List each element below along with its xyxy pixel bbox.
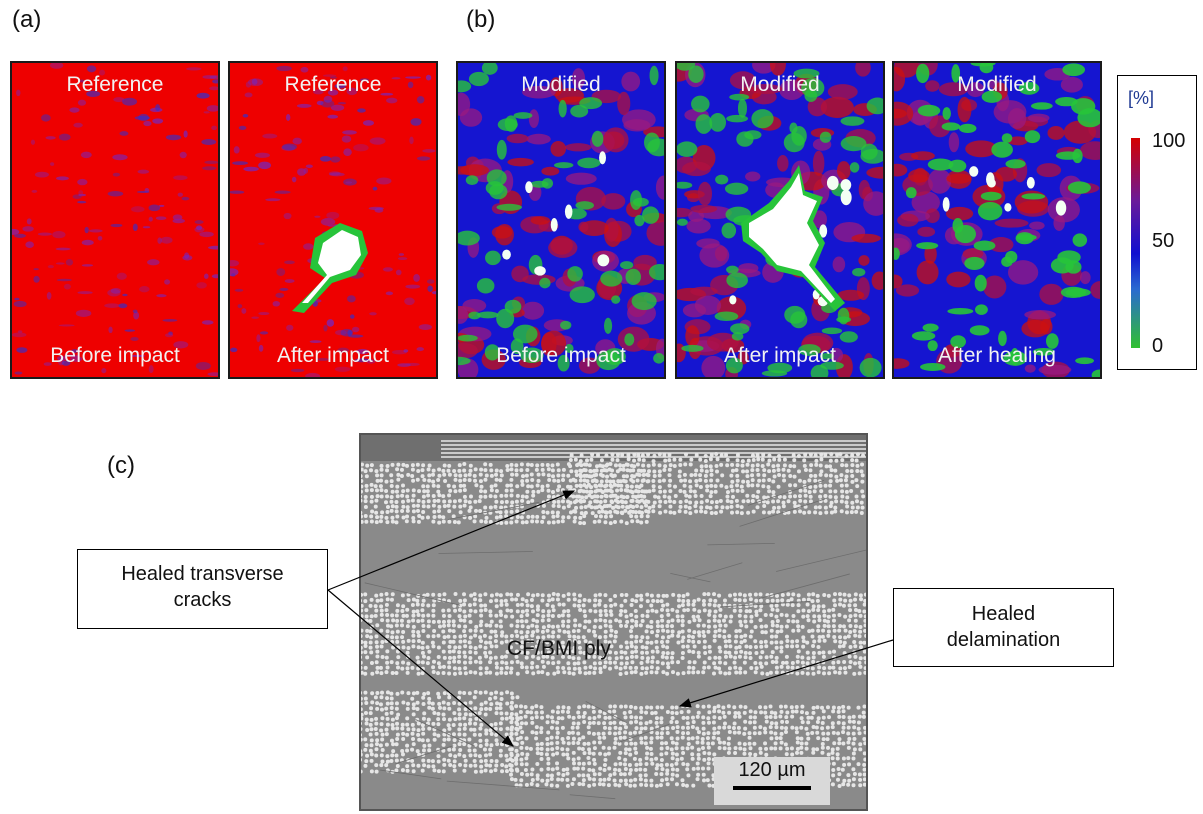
scan-top-label: Modified — [957, 73, 1037, 96]
scan-bottom-label: Before impact — [50, 344, 180, 367]
arrow-transverse-lower — [327, 589, 514, 747]
arrow-delamination — [678, 639, 894, 708]
legend-tick-mid: 50 — [1152, 230, 1175, 252]
legend-tick-low: 0 — [1152, 335, 1164, 357]
legend-tick-high: 100 — [1152, 130, 1186, 152]
scan-bottom-label: After healing — [938, 344, 1056, 367]
micrograph-image: CF/BMI ply 120 µm — [359, 433, 868, 811]
legend-gradient-bar — [1131, 138, 1140, 348]
panel-label-c: (c) — [107, 452, 135, 479]
ply-label: CF/BMI ply — [507, 637, 611, 660]
scan-bottom-label: After impact — [276, 344, 390, 367]
scale-bar — [733, 786, 811, 790]
callout-transverse-cracks: Healed transverse cracks — [77, 549, 328, 629]
cscan-image — [12, 63, 218, 377]
panel-label-a: (a) — [12, 6, 42, 33]
legend-unit: [%] — [1128, 88, 1155, 108]
cscan-image — [230, 63, 436, 377]
micrograph-texture — [361, 435, 866, 809]
scan-bottom-label: Before impact — [496, 344, 626, 367]
cscan-reference-before: Reference Before impact — [10, 61, 220, 379]
scan-top-label: Reference — [284, 73, 382, 96]
cscan-modified-after: Modified After impact — [675, 61, 885, 379]
scan-top-label: Modified — [740, 73, 820, 96]
cscan-modified-before: Modified Before impact — [456, 61, 666, 379]
cscan-modified-healed: Modified After healing — [892, 61, 1102, 379]
color-scale-legend: [%] 100 50 0 — [1117, 75, 1197, 370]
scale-bar-label: 120 µm — [738, 759, 806, 781]
callout-delamination: Healed delamination — [893, 588, 1114, 667]
panel-label-b: (b) — [466, 6, 496, 33]
scan-top-label: Modified — [521, 73, 601, 96]
cscan-image — [458, 63, 664, 377]
arrow-transverse-upper — [327, 490, 576, 591]
cscan-reference-after: Reference After impact — [228, 61, 438, 379]
scan-bottom-label: After impact — [723, 344, 837, 367]
cscan-image — [894, 63, 1100, 377]
cscan-image — [677, 63, 883, 377]
scale-bar-box: 120 µm — [714, 757, 830, 805]
scan-top-label: Reference — [66, 73, 164, 96]
